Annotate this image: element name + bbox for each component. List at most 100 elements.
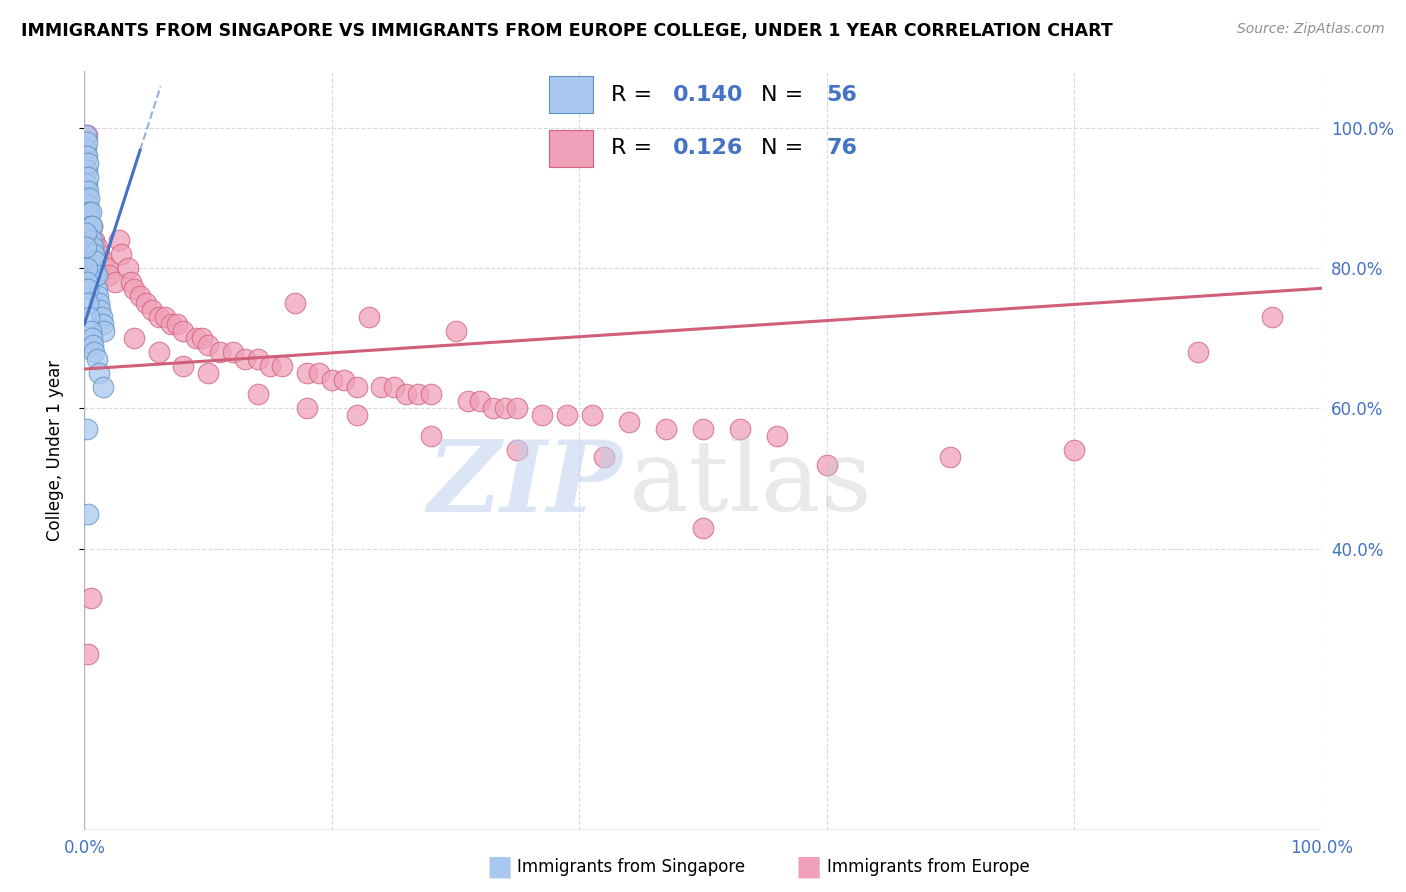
Point [197, 366, 219, 380]
Point [184, 331, 207, 345]
Point [172, 324, 194, 338]
Point [581, 409, 603, 423]
Point [80, 331, 103, 345]
Point [321, 373, 343, 387]
Point [395, 387, 418, 401]
Point [481, 401, 503, 416]
Point [246, 387, 269, 401]
Point [172, 359, 194, 374]
Text: R =: R = [612, 138, 659, 158]
Point [122, 282, 145, 296]
Point [83, 260, 105, 275]
Point [766, 429, 789, 443]
Point [617, 416, 640, 430]
Text: 76: 76 [827, 138, 858, 158]
Point [346, 380, 368, 394]
Point [76, 422, 98, 436]
Point [120, 275, 142, 289]
Point [129, 289, 152, 303]
Point [77, 169, 100, 184]
Point [91, 254, 114, 268]
Point [93, 324, 115, 338]
Text: atlas: atlas [628, 437, 872, 533]
Point [233, 352, 256, 367]
Point [89, 247, 111, 261]
Point [1063, 443, 1085, 458]
Text: Source: ZipAtlas.com: Source: ZipAtlas.com [1237, 22, 1385, 37]
Point [82, 240, 104, 254]
Point [494, 401, 516, 416]
FancyBboxPatch shape [548, 129, 593, 167]
Point [79, 310, 101, 324]
Point [457, 394, 479, 409]
Point [75, 128, 97, 142]
Text: Immigrants from Singapore: Immigrants from Singapore [517, 858, 745, 876]
Point [87, 289, 110, 303]
FancyBboxPatch shape [548, 77, 593, 113]
Point [79, 233, 101, 247]
Point [506, 443, 529, 458]
Point [77, 647, 100, 661]
Point [135, 296, 157, 310]
Text: 0.126: 0.126 [673, 138, 744, 158]
Point [75, 226, 97, 240]
Point [77, 211, 100, 226]
Text: 56: 56 [827, 85, 858, 105]
Point [209, 345, 232, 359]
Point [86, 352, 108, 367]
Point [408, 387, 430, 401]
Text: 0.140: 0.140 [673, 85, 744, 105]
Y-axis label: College, Under 1 year: College, Under 1 year [45, 359, 63, 541]
Point [148, 310, 170, 324]
Point [593, 450, 616, 465]
Point [295, 366, 318, 380]
Point [89, 303, 111, 318]
Point [75, 148, 97, 162]
Point [357, 310, 380, 324]
Point [108, 233, 131, 247]
Point [79, 204, 101, 219]
Point [370, 380, 392, 394]
Point [82, 338, 104, 352]
Point [77, 184, 100, 198]
Point [148, 345, 170, 359]
Point [308, 366, 330, 380]
Point [89, 366, 111, 380]
Point [76, 148, 98, 162]
Point [79, 219, 101, 233]
Point [80, 219, 103, 233]
Point [419, 387, 441, 401]
Point [259, 359, 281, 374]
Point [1187, 345, 1209, 359]
Point [506, 401, 529, 416]
Point [295, 401, 318, 416]
Point [655, 422, 678, 436]
Point [79, 204, 101, 219]
Point [692, 422, 714, 436]
Point [76, 128, 98, 142]
Text: Immigrants from Europe: Immigrants from Europe [827, 858, 1029, 876]
Point [91, 317, 114, 331]
Point [419, 429, 441, 443]
Text: N =: N = [761, 138, 810, 158]
Point [77, 155, 100, 169]
Point [89, 296, 111, 310]
Point [84, 268, 107, 282]
Point [815, 458, 838, 472]
Point [79, 191, 101, 205]
Point [76, 177, 98, 191]
Point [166, 317, 188, 331]
Text: N =: N = [761, 85, 810, 105]
Point [333, 373, 356, 387]
Point [728, 422, 751, 436]
Text: ZIP: ZIP [427, 436, 623, 533]
Point [197, 338, 219, 352]
Point [75, 177, 97, 191]
Text: ■: ■ [796, 853, 821, 881]
Point [80, 233, 103, 247]
Point [82, 254, 104, 268]
Point [939, 450, 962, 465]
Point [98, 268, 121, 282]
Point [110, 247, 132, 261]
Point [77, 507, 100, 521]
